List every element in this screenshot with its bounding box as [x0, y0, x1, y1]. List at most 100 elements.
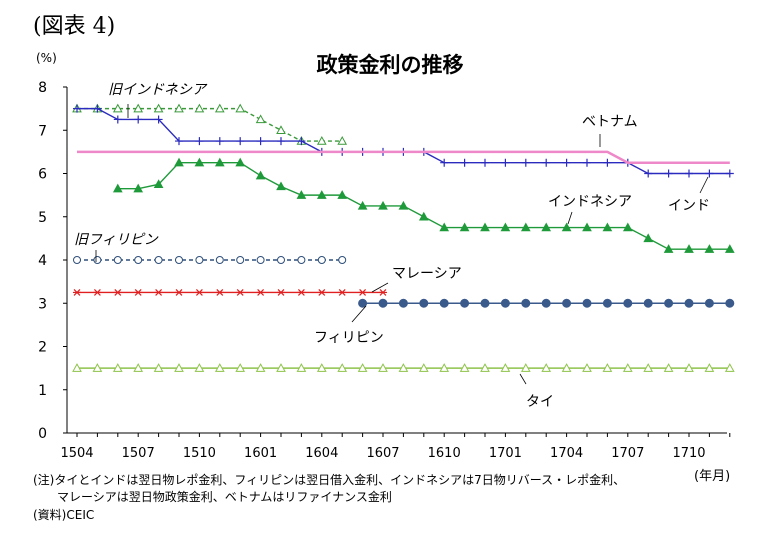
- label-leader: [699, 176, 709, 194]
- data-point: [541, 298, 551, 308]
- data-point: [296, 190, 307, 199]
- data-point: [93, 289, 102, 296]
- data-point: [195, 256, 204, 264]
- data-point: [235, 363, 246, 372]
- data-point: [704, 298, 714, 308]
- series-label: 旧フィリピン: [74, 232, 159, 248]
- data-point: [602, 222, 613, 232]
- data-point: [276, 125, 286, 134]
- data-point: [153, 179, 164, 189]
- data-point: [133, 103, 144, 113]
- data-point: [316, 136, 327, 145]
- data-point: [316, 190, 327, 199]
- data-point: [73, 104, 81, 113]
- data-point: [500, 222, 511, 232]
- data-point: [521, 158, 530, 167]
- data-point: [338, 256, 347, 264]
- data-point: [174, 103, 184, 113]
- data-point: [195, 289, 204, 296]
- data-point: [418, 363, 429, 372]
- data-point: [623, 298, 633, 308]
- data-point: [195, 137, 204, 146]
- x-tick-label: 1504: [60, 446, 93, 461]
- data-point: [134, 115, 143, 124]
- axes: 0 1 2 3 4 5 6 7 8 1504 1507 1510 1601 1604 1607 1610 170…: [38, 80, 731, 461]
- data-point: [480, 222, 490, 232]
- data-point: [663, 363, 674, 372]
- data-point: [704, 244, 715, 253]
- data-point: [582, 222, 592, 232]
- data-point: [174, 157, 184, 167]
- data-point: [398, 200, 409, 210]
- data-point: [542, 158, 551, 167]
- data-point: [112, 183, 123, 193]
- series-7: [72, 363, 735, 372]
- data-point: [521, 298, 531, 308]
- data-point: [481, 158, 489, 167]
- x-tick-label: 1701: [489, 446, 522, 461]
- data-point: [317, 256, 326, 264]
- series-3: [112, 157, 735, 253]
- y-tick-label: 3: [38, 296, 47, 312]
- data-point: [480, 363, 490, 372]
- data-point: [358, 298, 368, 308]
- data-point: [316, 363, 327, 372]
- series-label: インドネシア: [548, 194, 632, 210]
- label-leader: [519, 373, 527, 385]
- data-point: [112, 103, 123, 113]
- data-point: [561, 222, 572, 232]
- data-point: [235, 157, 246, 167]
- data-point: [277, 289, 285, 296]
- data-point: [643, 298, 653, 308]
- data-point: [725, 169, 734, 178]
- series-line: [77, 150, 730, 164]
- data-point: [398, 298, 408, 308]
- data-point: [582, 363, 592, 372]
- y-tick-label: 0: [38, 426, 47, 442]
- y-tick-label: 1: [38, 383, 47, 399]
- data-point: [684, 363, 694, 372]
- series-lines: [72, 103, 735, 372]
- x-tick-label: 1507: [122, 446, 155, 461]
- data-point: [622, 363, 633, 372]
- data-point: [459, 222, 470, 232]
- series-label: タイ: [526, 394, 554, 410]
- data-point: [685, 169, 693, 178]
- data-point: [440, 158, 449, 167]
- data-point: [154, 115, 163, 124]
- data-point: [214, 363, 225, 372]
- data-point: [480, 298, 490, 308]
- data-point: [194, 103, 205, 113]
- data-point: [153, 363, 164, 372]
- x-tick-label: 1601: [244, 446, 277, 461]
- data-point: [582, 298, 592, 308]
- data-point: [276, 181, 286, 191]
- y-tick-label: 7: [38, 123, 47, 139]
- data-point: [644, 169, 653, 178]
- data-point: [724, 244, 735, 253]
- data-point: [93, 104, 102, 113]
- data-point: [724, 363, 735, 372]
- data-point: [194, 157, 205, 167]
- data-point: [73, 256, 81, 264]
- data-point: [705, 169, 714, 178]
- data-point: [214, 157, 225, 167]
- data-point: [664, 298, 674, 308]
- figure-label: (図表 4): [33, 14, 116, 39]
- label-leader: [371, 282, 389, 293]
- data-point: [154, 289, 163, 296]
- data-point: [297, 289, 306, 296]
- data-point: [112, 363, 123, 372]
- data-point: [338, 289, 347, 296]
- data-point: [255, 170, 266, 180]
- data-point: [214, 103, 225, 113]
- x-unit-label: (年月): [694, 469, 730, 484]
- data-point: [379, 289, 387, 296]
- note-line-2: マレーシアは翌日物政策金利、ベトナムはリファイナンス金利: [57, 490, 392, 504]
- note-line-1: (注)タイとインドは翌日物レポ金利、フィリピンは翌日借入金利、インドネシアは7日…: [33, 473, 626, 487]
- data-point: [337, 363, 348, 372]
- data-point: [317, 289, 326, 296]
- data-point: [501, 158, 510, 167]
